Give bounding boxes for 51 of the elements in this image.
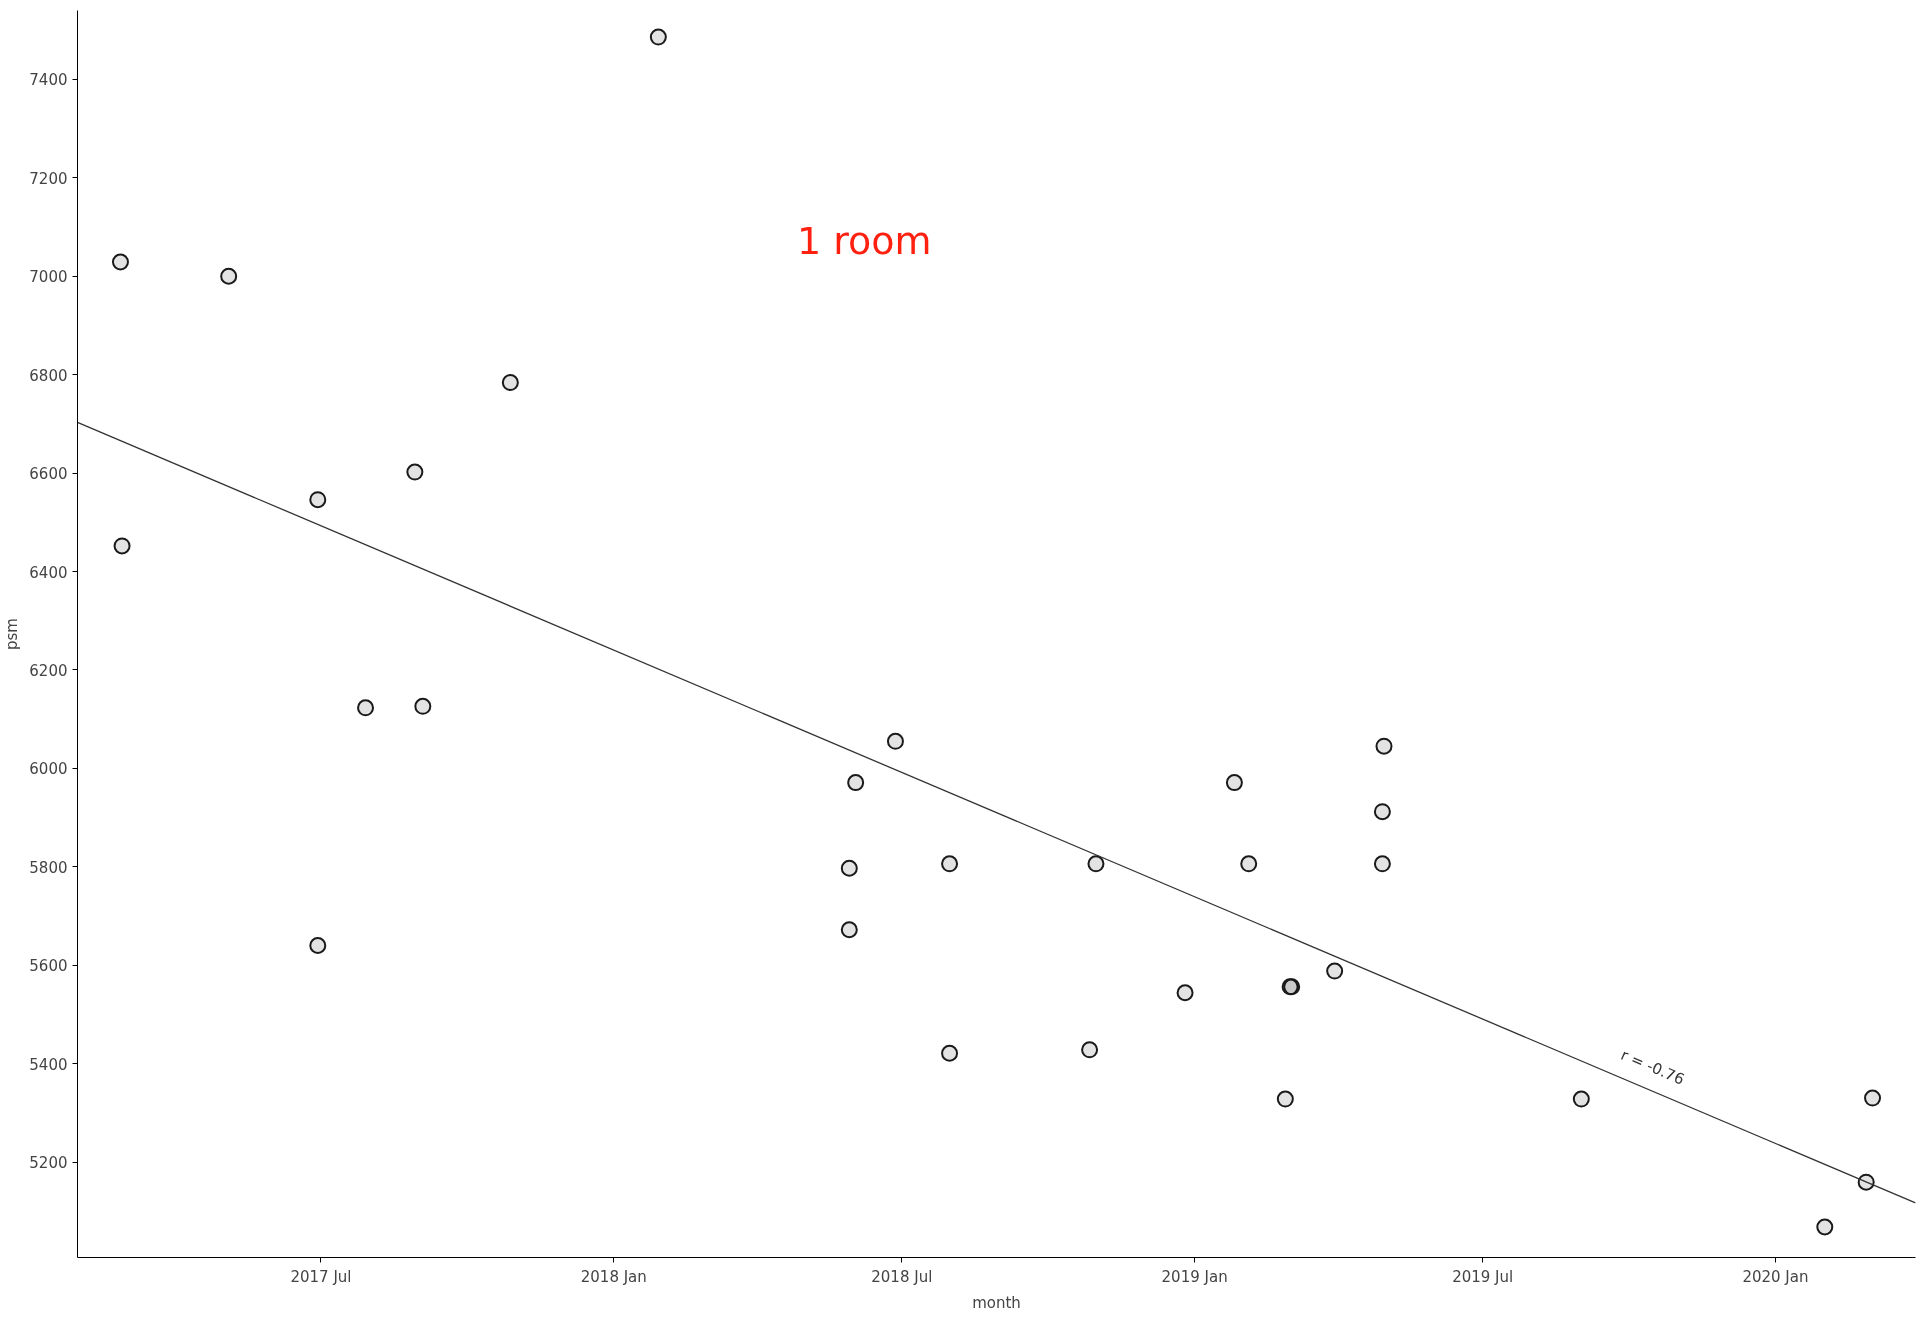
y-tick-label: 5800 (29, 858, 68, 877)
point (886, 732, 904, 750)
y-tick-label: 6800 (29, 366, 68, 385)
point (941, 855, 959, 873)
annotation: r = -0.76 (1618, 1045, 1687, 1089)
point (649, 28, 667, 46)
point (414, 697, 432, 715)
y-tick-label: 7000 (29, 268, 68, 287)
point (840, 859, 858, 877)
point (1276, 1090, 1294, 1108)
x-tick-label: 2017 Jul (290, 1267, 352, 1286)
y-tick-label: 7200 (29, 169, 68, 188)
point (113, 537, 131, 555)
text: 1 room (796, 219, 932, 264)
point (1373, 803, 1391, 821)
point (1326, 962, 1344, 980)
point (1081, 1041, 1099, 1059)
point (1225, 774, 1243, 792)
point (1240, 855, 1258, 873)
x-tick-label: 2019 Jan (1161, 1267, 1228, 1286)
point (111, 253, 129, 271)
y-tick-label: 7400 (29, 71, 68, 90)
point (309, 937, 327, 954)
point (1375, 737, 1393, 755)
y-tick-label: 6400 (29, 563, 68, 582)
point (1176, 984, 1194, 1002)
point (406, 463, 424, 481)
point (220, 267, 238, 285)
y-tick-label: 6600 (29, 465, 68, 484)
point (1572, 1090, 1590, 1108)
point (1373, 855, 1391, 873)
point (847, 774, 865, 792)
point (357, 699, 375, 717)
y-tick-label: 5600 (29, 957, 68, 976)
y-tick-label: 6200 (29, 661, 68, 680)
point (501, 374, 519, 392)
point (1816, 1218, 1834, 1236)
y-axis-title: psm (3, 618, 22, 650)
point (309, 491, 327, 509)
y-tick-label: 6000 (29, 760, 68, 779)
x-tick-label: 2018 Jan (580, 1267, 647, 1286)
point (1087, 855, 1105, 873)
x-tick-label: 2018 Jul (871, 1267, 933, 1286)
x-tick-label: 2019 Jul (1452, 1267, 1514, 1286)
y-tick-label: 5200 (29, 1154, 68, 1173)
x-axis-title: month (972, 1293, 1021, 1312)
point (840, 921, 858, 939)
point (941, 1044, 959, 1062)
x-tick-label: 2020 Jan (1742, 1267, 1809, 1286)
y-tick-label: 5400 (29, 1055, 68, 1074)
point (1864, 1089, 1882, 1107)
